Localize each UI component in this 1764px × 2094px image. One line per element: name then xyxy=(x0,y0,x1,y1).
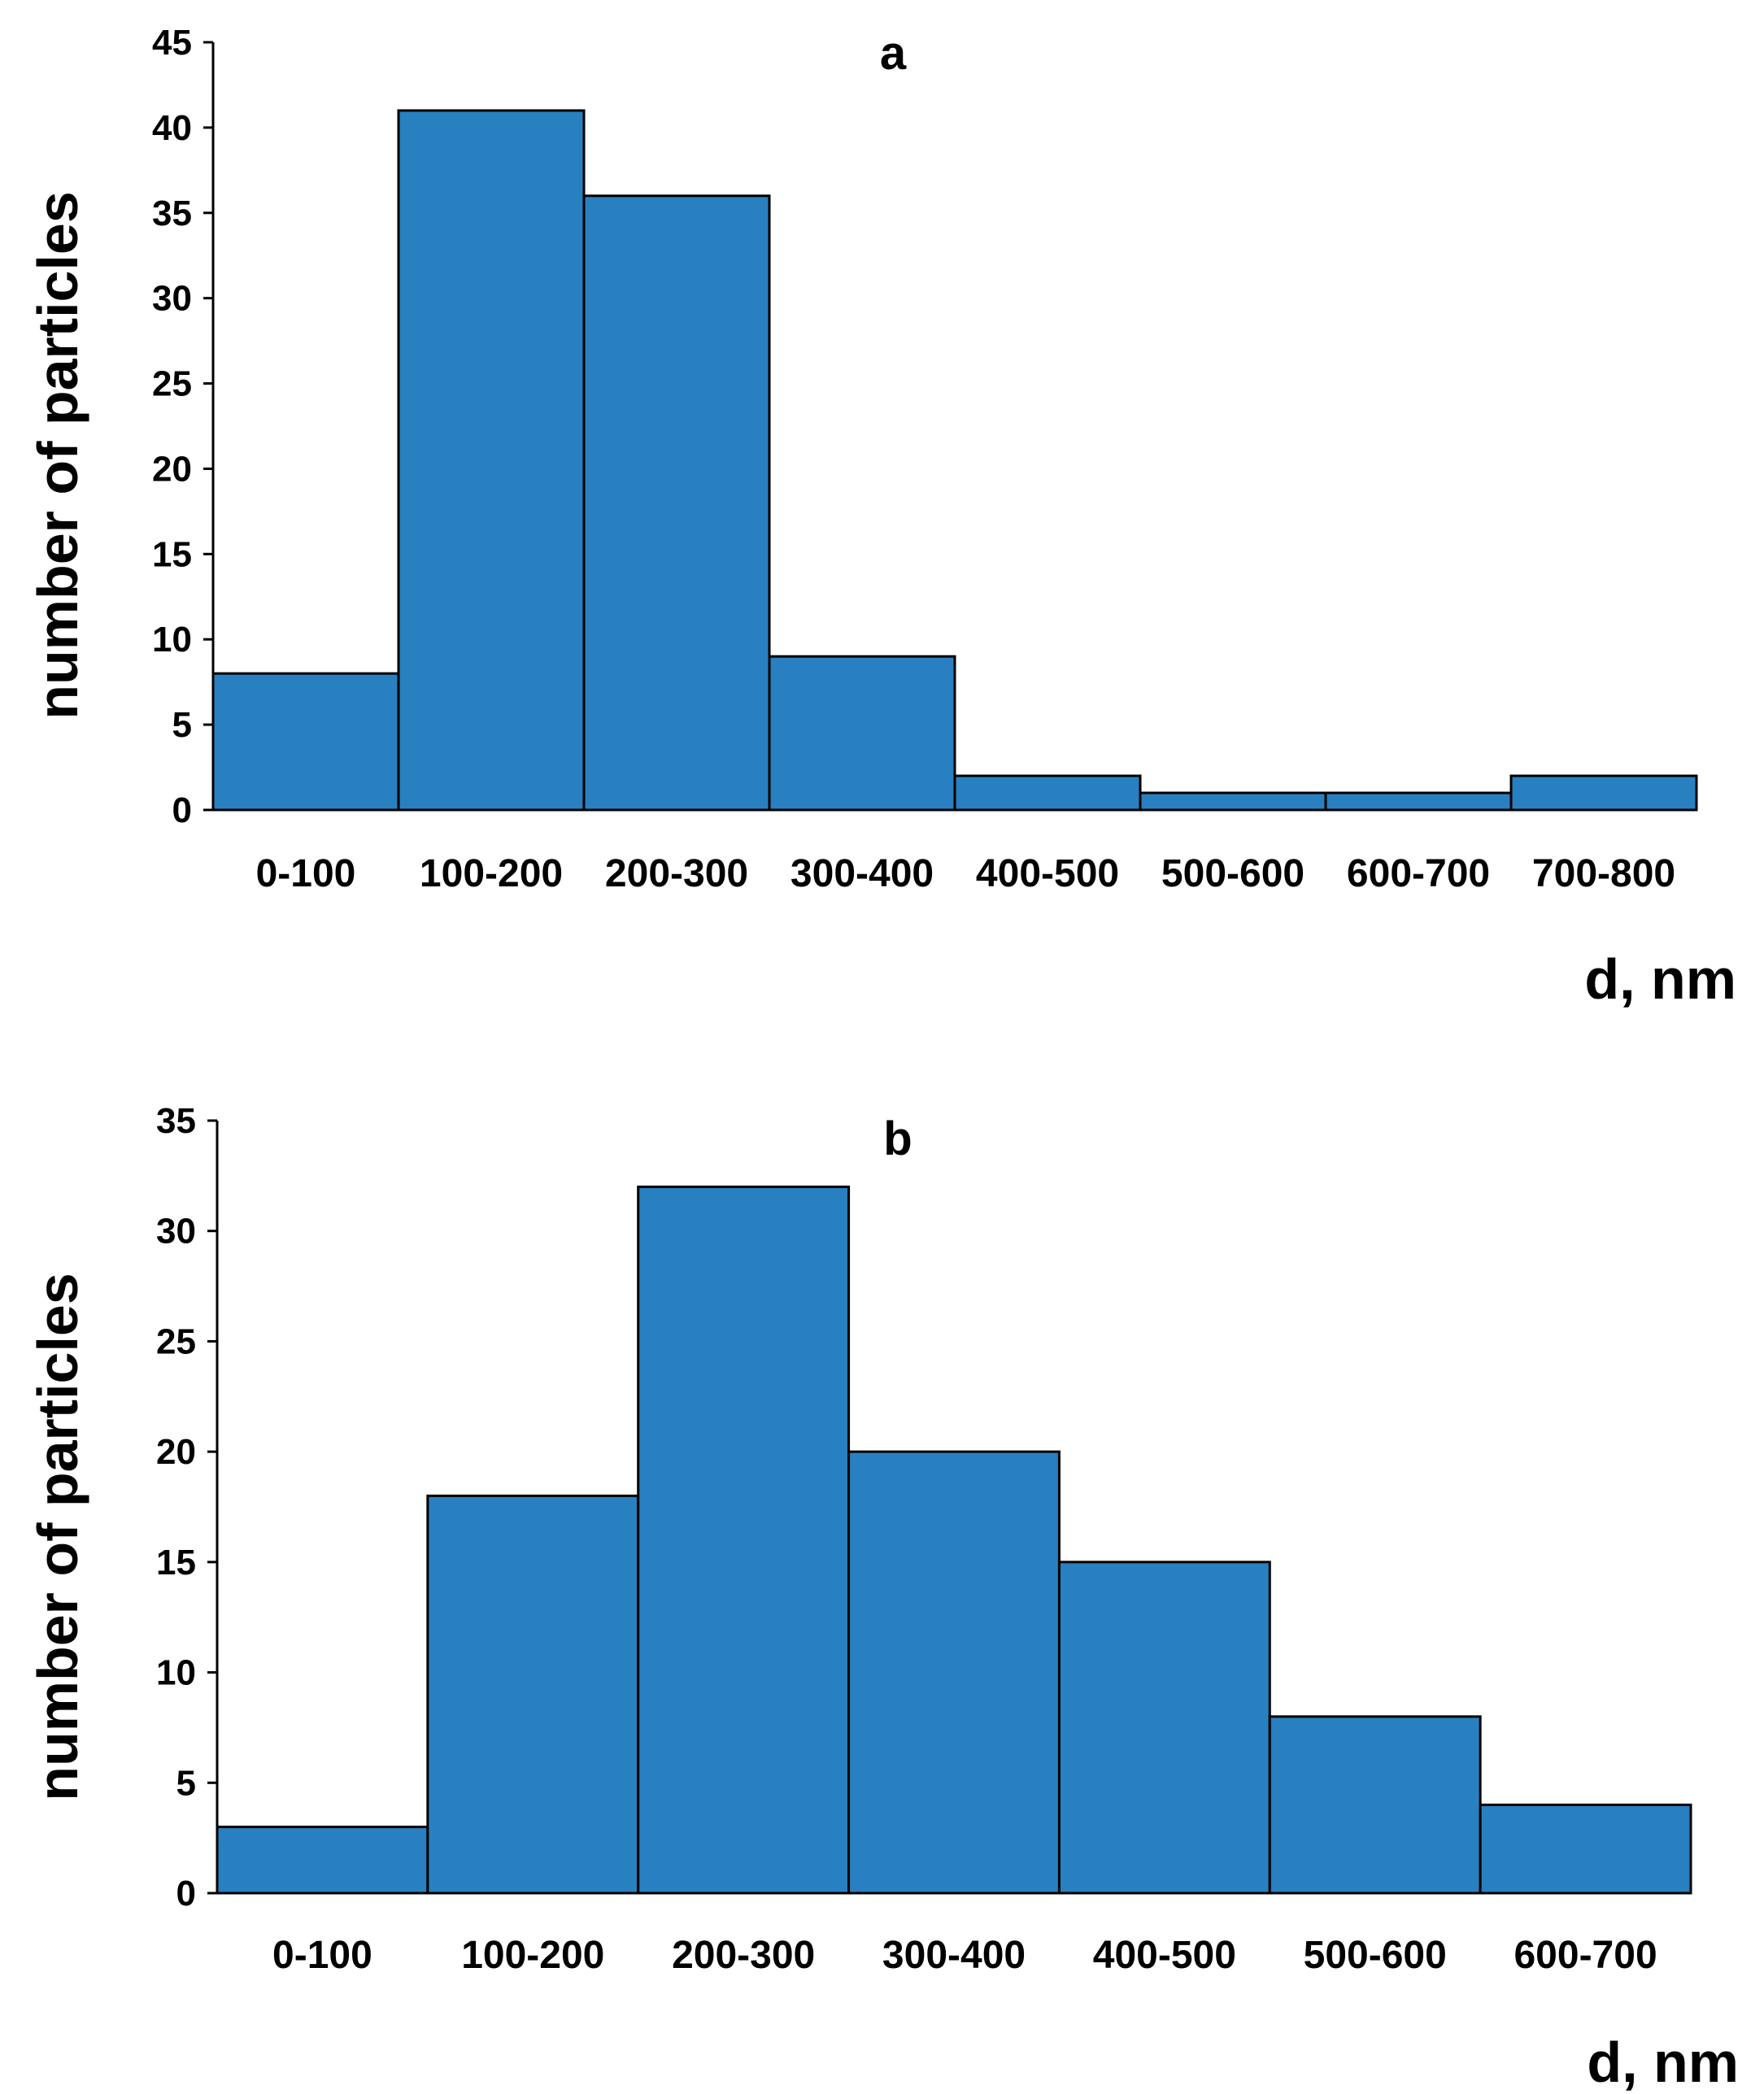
bar-a-500-600 xyxy=(1139,791,1327,812)
bars-b xyxy=(216,1185,1692,1895)
x-tick-label-b: 100-200 xyxy=(461,1934,604,1977)
bar-a-400-500 xyxy=(953,774,1142,812)
bar-a-200-300 xyxy=(582,194,771,812)
bar-b-100-200 xyxy=(426,1494,640,1895)
x-tick-labels-a: 0-100 100-200 200-300 300-400 400-500 500-600… xyxy=(256,852,1675,895)
bar-a-0-100 xyxy=(211,672,400,812)
x-tick-label-a: 500-600 xyxy=(1161,852,1304,895)
axes-a xyxy=(211,42,1696,812)
x-tick-label-b: 0-100 xyxy=(272,1934,372,1977)
x-tick-label-a: 100-200 xyxy=(420,852,563,895)
chart-title-b: b xyxy=(883,1112,912,1165)
x-tick-label-b: 200-300 xyxy=(672,1934,815,1977)
y-axis-title-a: number of particles xyxy=(26,191,89,720)
y-tick-label-b: 35 xyxy=(156,1101,196,1141)
y-tick-label-a: 20 xyxy=(152,449,192,489)
bar-b-0-100 xyxy=(216,1826,429,1895)
x-tick-label-a: 600-700 xyxy=(1347,852,1490,895)
x-tick-label-b: 500-600 xyxy=(1304,1934,1447,1977)
y-tick-label-b: 25 xyxy=(156,1321,196,1361)
x-tick-labels-b: 0-100 100-200 200-300 300-400 400-500 500-600… xyxy=(272,1934,1657,1977)
x-tick-label-a: 300-400 xyxy=(791,852,934,895)
y-tick-label-b: 0 xyxy=(176,1874,196,1913)
bar-b-600-700 xyxy=(1479,1803,1692,1895)
y-tick-label-a: 30 xyxy=(152,279,192,319)
y-ticks-b: 0 5 10 15 20 25 30 35 xyxy=(156,1101,217,1913)
bars-a xyxy=(211,109,1698,812)
axes-b xyxy=(216,1121,1691,1895)
y-tick-label-b: 20 xyxy=(156,1432,196,1472)
bar-b-400-500 xyxy=(1057,1561,1271,1895)
chart-panel-a: a number of particles d, nm 0 5 10 15 20 25 30… xyxy=(26,23,1736,1011)
x-tick-label-a: 200-300 xyxy=(605,852,748,895)
y-tick-label-a: 35 xyxy=(152,194,192,233)
chart-title-a: a xyxy=(880,27,907,80)
bar-b-500-600 xyxy=(1268,1715,1482,1895)
y-tick-label-a: 15 xyxy=(152,534,192,574)
x-tick-label-a: 700-800 xyxy=(1532,852,1675,895)
bar-a-100-200 xyxy=(397,109,586,812)
y-tick-label-b: 10 xyxy=(156,1653,196,1693)
bar-a-600-700 xyxy=(1324,791,1513,812)
y-tick-label-a: 5 xyxy=(172,705,192,745)
y-tick-label-b: 30 xyxy=(156,1212,196,1252)
bar-b-300-400 xyxy=(847,1450,1061,1895)
bar-a-700-800 xyxy=(1509,774,1698,812)
bar-b-200-300 xyxy=(637,1185,851,1895)
chart-panel-b: b number of particles d, nm 0 5 10 15 20 25 30… xyxy=(26,1101,1739,2094)
bar-a-300-400 xyxy=(768,655,956,812)
y-tick-label-a: 40 xyxy=(152,108,192,148)
y-tick-label-a: 0 xyxy=(172,790,192,830)
y-tick-label-a: 25 xyxy=(152,364,192,404)
y-tick-label-a: 45 xyxy=(152,23,192,63)
y-tick-label-b: 15 xyxy=(156,1543,196,1582)
y-tick-label-a: 10 xyxy=(152,620,192,660)
y-axis-title-b: number of particles xyxy=(26,1273,89,1801)
x-tick-label-b: 600-700 xyxy=(1514,1934,1657,1977)
x-tick-label-a: 400-500 xyxy=(976,852,1119,895)
x-tick-label-b: 300-400 xyxy=(882,1934,1026,1977)
y-ticks-a: 0 5 10 15 20 25 30 35 40 45 xyxy=(152,23,213,830)
x-tick-label-a: 0-100 xyxy=(256,852,356,895)
x-axis-title-b: d, nm xyxy=(1587,2031,1739,2094)
y-tick-label-b: 5 xyxy=(176,1763,196,1803)
x-tick-label-b: 400-500 xyxy=(1093,1934,1236,1977)
x-axis-title-a: d, nm xyxy=(1584,947,1736,1011)
